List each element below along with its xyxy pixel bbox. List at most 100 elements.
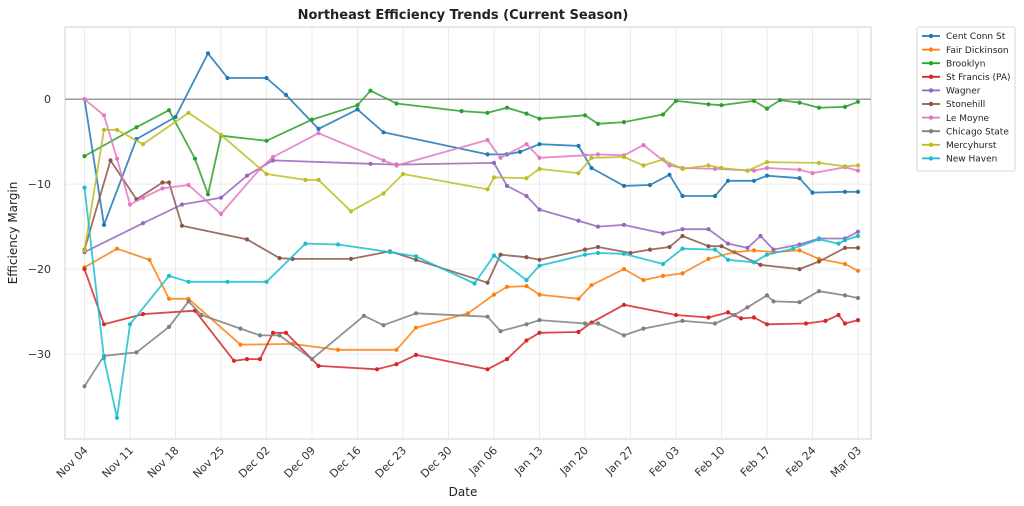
x-axis-ticks: Nov 04 Nov 11 Nov 18 Nov 25 Dec 02 Dec 09 Dec … <box>54 444 864 481</box>
data-point <box>283 92 289 98</box>
data-point <box>114 156 120 161</box>
data-point <box>797 100 802 105</box>
data-point <box>797 267 802 272</box>
data-point <box>264 279 269 284</box>
data-point <box>816 160 822 165</box>
series-line <box>83 98 859 215</box>
y-tick-label: −30 <box>28 348 51 361</box>
legend-box <box>916 26 1016 172</box>
data-point <box>114 415 120 420</box>
data-point <box>374 367 380 372</box>
data-point <box>667 163 672 168</box>
data-point <box>641 278 646 283</box>
data-point <box>855 229 861 234</box>
data-point <box>745 305 750 310</box>
data-point <box>595 321 601 326</box>
data-point <box>621 333 627 338</box>
x-tick-label: Jan 20 <box>557 444 591 478</box>
legend-swatch-marker <box>928 33 934 39</box>
data-point <box>816 259 822 264</box>
data-point <box>517 149 523 154</box>
data-point <box>797 248 802 253</box>
legend-swatch-marker <box>928 115 934 120</box>
x-tick-label: Mar 03 <box>828 444 864 480</box>
legend-swatch-marker <box>928 47 934 52</box>
data-point <box>589 155 594 160</box>
data-point <box>166 273 172 278</box>
data-point <box>166 296 172 301</box>
chart-title: Northeast Efficiency Trends (Current Sea… <box>298 8 629 23</box>
data-point <box>816 237 822 242</box>
data-point <box>179 223 185 228</box>
data-point <box>147 257 152 262</box>
data-point <box>504 357 510 362</box>
data-point <box>764 252 770 257</box>
data-point <box>257 357 263 362</box>
data-point <box>660 157 666 162</box>
data-point <box>706 315 711 320</box>
legend-label: New Haven <box>946 155 997 165</box>
data-point <box>524 176 529 181</box>
data-point <box>257 333 263 338</box>
data-point <box>842 104 848 109</box>
data-point <box>166 108 172 113</box>
data-point <box>316 126 321 131</box>
data-point <box>472 281 477 286</box>
x-tick-label: Feb 03 <box>647 444 682 479</box>
series-brooklyn <box>82 88 861 197</box>
data-point <box>816 289 822 294</box>
data-point <box>706 244 711 249</box>
data-point <box>764 106 770 111</box>
data-point <box>524 193 529 199</box>
data-point <box>706 227 711 232</box>
data-point <box>816 105 822 110</box>
data-point <box>524 338 529 343</box>
data-point <box>621 120 627 125</box>
data-point <box>771 247 776 252</box>
data-point <box>589 283 594 288</box>
data-point <box>264 138 269 143</box>
data-point <box>225 75 230 81</box>
data-point <box>810 190 815 195</box>
data-point <box>595 244 601 250</box>
data-point <box>394 163 399 168</box>
data-point <box>777 98 783 103</box>
data-point <box>855 233 861 239</box>
data-point <box>842 189 848 194</box>
data-point <box>485 137 490 143</box>
data-point <box>277 256 282 261</box>
data-point <box>186 110 191 115</box>
data-point <box>680 318 685 323</box>
data-point <box>264 171 269 177</box>
data-point <box>498 155 503 160</box>
data-point <box>173 114 178 120</box>
data-point <box>537 330 542 335</box>
data-point <box>381 130 386 135</box>
data-point <box>738 316 744 321</box>
x-axis-title: Date <box>449 485 478 499</box>
data-point <box>673 312 679 318</box>
data-point <box>101 113 107 118</box>
data-point <box>270 158 276 163</box>
data-point <box>855 268 861 273</box>
series-new-haven <box>82 185 861 420</box>
data-point <box>140 195 146 200</box>
data-point <box>485 152 490 157</box>
data-point <box>660 112 666 117</box>
data-point <box>641 143 646 148</box>
legend-label: Brooklyn <box>946 59 985 69</box>
data-point <box>855 318 861 323</box>
data-point <box>842 238 848 243</box>
data-point <box>582 321 588 326</box>
data-point <box>160 180 165 185</box>
data-point <box>725 178 731 183</box>
data-point <box>400 171 406 177</box>
data-point <box>621 183 627 188</box>
data-point <box>348 209 354 214</box>
data-point <box>628 250 633 256</box>
data-point <box>647 247 653 252</box>
data-point <box>621 251 627 256</box>
data-point <box>244 237 250 242</box>
legend-swatch-marker <box>928 74 934 80</box>
data-point <box>160 186 165 191</box>
